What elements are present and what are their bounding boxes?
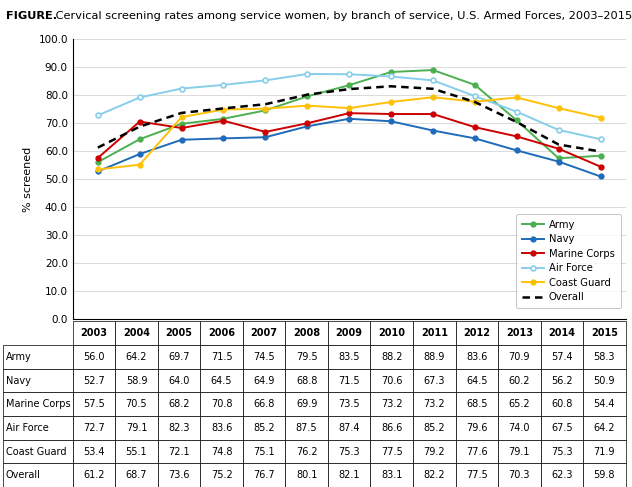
Army [220, 116, 228, 122]
Coast Guard [220, 107, 228, 112]
Air Force [262, 77, 269, 83]
Marine Corps [597, 164, 604, 169]
Army [429, 67, 437, 73]
Navy [513, 148, 521, 153]
Line: Air Force: Air Force [95, 72, 603, 142]
Marine Corps [387, 111, 395, 117]
Navy [178, 137, 185, 143]
Overall [387, 83, 395, 89]
Marine Corps [136, 119, 143, 125]
Army [513, 117, 521, 123]
Air Force [429, 77, 437, 83]
Army [94, 159, 102, 165]
Army [555, 155, 562, 161]
Navy [262, 134, 269, 140]
Overall [555, 142, 562, 148]
Air Force [345, 71, 353, 77]
Coast Guard [429, 94, 437, 100]
Coast Guard [303, 103, 311, 109]
Coast Guard [345, 105, 353, 111]
Air Force [303, 71, 311, 77]
Marine Corps [345, 110, 353, 116]
Legend: Army, Navy, Marine Corps, Air Force, Coast Guard, Overall: Army, Navy, Marine Corps, Air Force, Coa… [516, 214, 621, 308]
Navy [429, 128, 437, 133]
Coast Guard [136, 162, 143, 168]
Overall [262, 101, 269, 107]
Y-axis label: % screened: % screened [23, 147, 33, 211]
Overall [136, 124, 143, 130]
Air Force [220, 82, 228, 88]
Coast Guard [262, 106, 269, 112]
Overall [303, 92, 311, 97]
Coast Guard [471, 99, 478, 105]
Line: Overall: Overall [98, 86, 600, 151]
Coast Guard [513, 94, 521, 100]
Navy [136, 151, 143, 157]
Marine Corps [262, 129, 269, 135]
Army [597, 153, 604, 159]
Overall [178, 110, 185, 116]
Army [471, 82, 478, 88]
Overall [429, 86, 437, 92]
Marine Corps [429, 111, 437, 117]
Navy [471, 135, 478, 141]
Army [136, 136, 143, 142]
Air Force [136, 94, 143, 100]
Air Force [471, 93, 478, 99]
Army [262, 108, 269, 113]
Army [178, 121, 185, 127]
Army [387, 69, 395, 75]
Marine Corps [303, 120, 311, 126]
Overall [597, 149, 604, 154]
Line: Marine Corps: Marine Corps [95, 111, 603, 169]
Navy [345, 116, 353, 122]
Overall [94, 145, 102, 150]
Coast Guard [94, 167, 102, 172]
Navy [220, 135, 228, 141]
Marine Corps [471, 124, 478, 130]
Coast Guard [555, 105, 562, 111]
Army [345, 82, 353, 88]
Line: Coast Guard: Coast Guard [95, 95, 603, 172]
Marine Corps [555, 146, 562, 151]
Navy [597, 173, 604, 179]
Air Force [555, 127, 562, 133]
Marine Corps [178, 125, 185, 131]
Air Force [178, 86, 185, 92]
Air Force [387, 74, 395, 79]
Line: Army: Army [95, 68, 603, 165]
Overall [471, 99, 478, 105]
Air Force [513, 109, 521, 115]
Air Force [94, 112, 102, 118]
Line: Navy: Navy [95, 116, 603, 179]
Overall [220, 106, 228, 112]
Navy [387, 118, 395, 124]
Coast Guard [597, 115, 604, 121]
Navy [303, 123, 311, 129]
Marine Corps [513, 133, 521, 139]
Text: Cervical screening rates among service women, by branch of service, U.S. Armed F: Cervical screening rates among service w… [52, 11, 632, 21]
Overall [513, 119, 521, 125]
Coast Guard [178, 114, 185, 120]
Coast Guard [387, 99, 395, 105]
Air Force [597, 136, 604, 142]
Army [303, 94, 311, 99]
Text: FIGURE.: FIGURE. [6, 11, 58, 21]
Navy [555, 159, 562, 165]
Navy [94, 169, 102, 174]
Marine Corps [220, 118, 228, 124]
Marine Corps [94, 155, 102, 161]
Overall [345, 86, 353, 92]
